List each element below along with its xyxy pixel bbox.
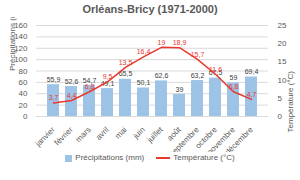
svg-text:décembre: décembre xyxy=(223,125,255,152)
svg-text:5: 5 xyxy=(278,94,283,103)
svg-text:mai: mai xyxy=(113,125,129,141)
svg-text:0: 0 xyxy=(23,112,28,121)
svg-text:août: août xyxy=(165,125,183,143)
svg-text:69,4: 69,4 xyxy=(245,68,259,75)
svg-text:54,7: 54,7 xyxy=(82,76,97,84)
svg-text:20: 20 xyxy=(19,101,28,110)
svg-text:60: 60 xyxy=(19,78,28,87)
svg-text:octobre: octobre xyxy=(193,125,219,151)
svg-text:18,9: 18,9 xyxy=(173,39,187,46)
svg-text:63,2: 63,2 xyxy=(191,72,205,79)
svg-text:80: 80 xyxy=(19,67,28,76)
svg-text:Précipitations (mm): Précipitations (mm) xyxy=(8,17,17,71)
svg-text:4,4: 4,4 xyxy=(67,92,77,99)
svg-text:16,4: 16,4 xyxy=(137,48,151,55)
svg-text:59: 59 xyxy=(230,74,238,81)
svg-text:mars: mars xyxy=(74,125,93,144)
svg-text:55,9: 55,9 xyxy=(47,76,61,83)
svg-text:6,8: 6,8 xyxy=(85,83,95,90)
svg-text:25: 25 xyxy=(278,21,287,30)
svg-text:160: 160 xyxy=(14,21,28,31)
svg-text:50,1: 50,1 xyxy=(137,79,151,86)
svg-text:juin: juin xyxy=(131,125,147,141)
svg-text:9,5: 9,5 xyxy=(103,73,113,80)
svg-text:15,7: 15,7 xyxy=(191,51,205,58)
svg-text:4,7: 4,7 xyxy=(247,91,257,98)
svg-text:49,1: 49,1 xyxy=(101,80,115,87)
svg-text:100: 100 xyxy=(14,55,28,65)
html-text:Température (°C): Température (°C) xyxy=(173,153,235,162)
svg-text:février: février xyxy=(53,125,75,147)
svg-text:52,6: 52,6 xyxy=(65,78,79,85)
svg-text:20: 20 xyxy=(278,39,287,48)
svg-text:avril: avril xyxy=(94,125,111,142)
svg-text:62,6: 62,6 xyxy=(155,72,169,79)
svg-text:40: 40 xyxy=(19,89,28,98)
svg-text:Température (°C): Température (°C) xyxy=(286,71,295,133)
svg-text:juillet: juillet xyxy=(145,125,166,146)
html-text:Orléans-Bricy (1971-2000): Orléans-Bricy (1971-2000) xyxy=(82,3,218,15)
svg-text:11,6: 11,6 xyxy=(209,66,222,73)
svg-text:13,5: 13,5 xyxy=(119,59,133,66)
svg-text:janvier: janvier xyxy=(33,125,57,149)
svg-text:120: 120 xyxy=(14,43,28,53)
svg-text:39: 39 xyxy=(176,86,184,93)
svg-text:0: 0 xyxy=(278,112,283,121)
svg-text:140: 140 xyxy=(14,32,28,42)
svg-text:19: 19 xyxy=(158,39,166,46)
svg-text:65,5: 65,5 xyxy=(118,70,133,78)
html-text:Précipitations (mm): Précipitations (mm) xyxy=(75,153,145,162)
svg-text:6,8: 6,8 xyxy=(229,83,239,90)
svg-text:10: 10 xyxy=(277,75,287,85)
svg-text:3,7: 3,7 xyxy=(49,94,59,101)
svg-text:15: 15 xyxy=(278,57,287,66)
